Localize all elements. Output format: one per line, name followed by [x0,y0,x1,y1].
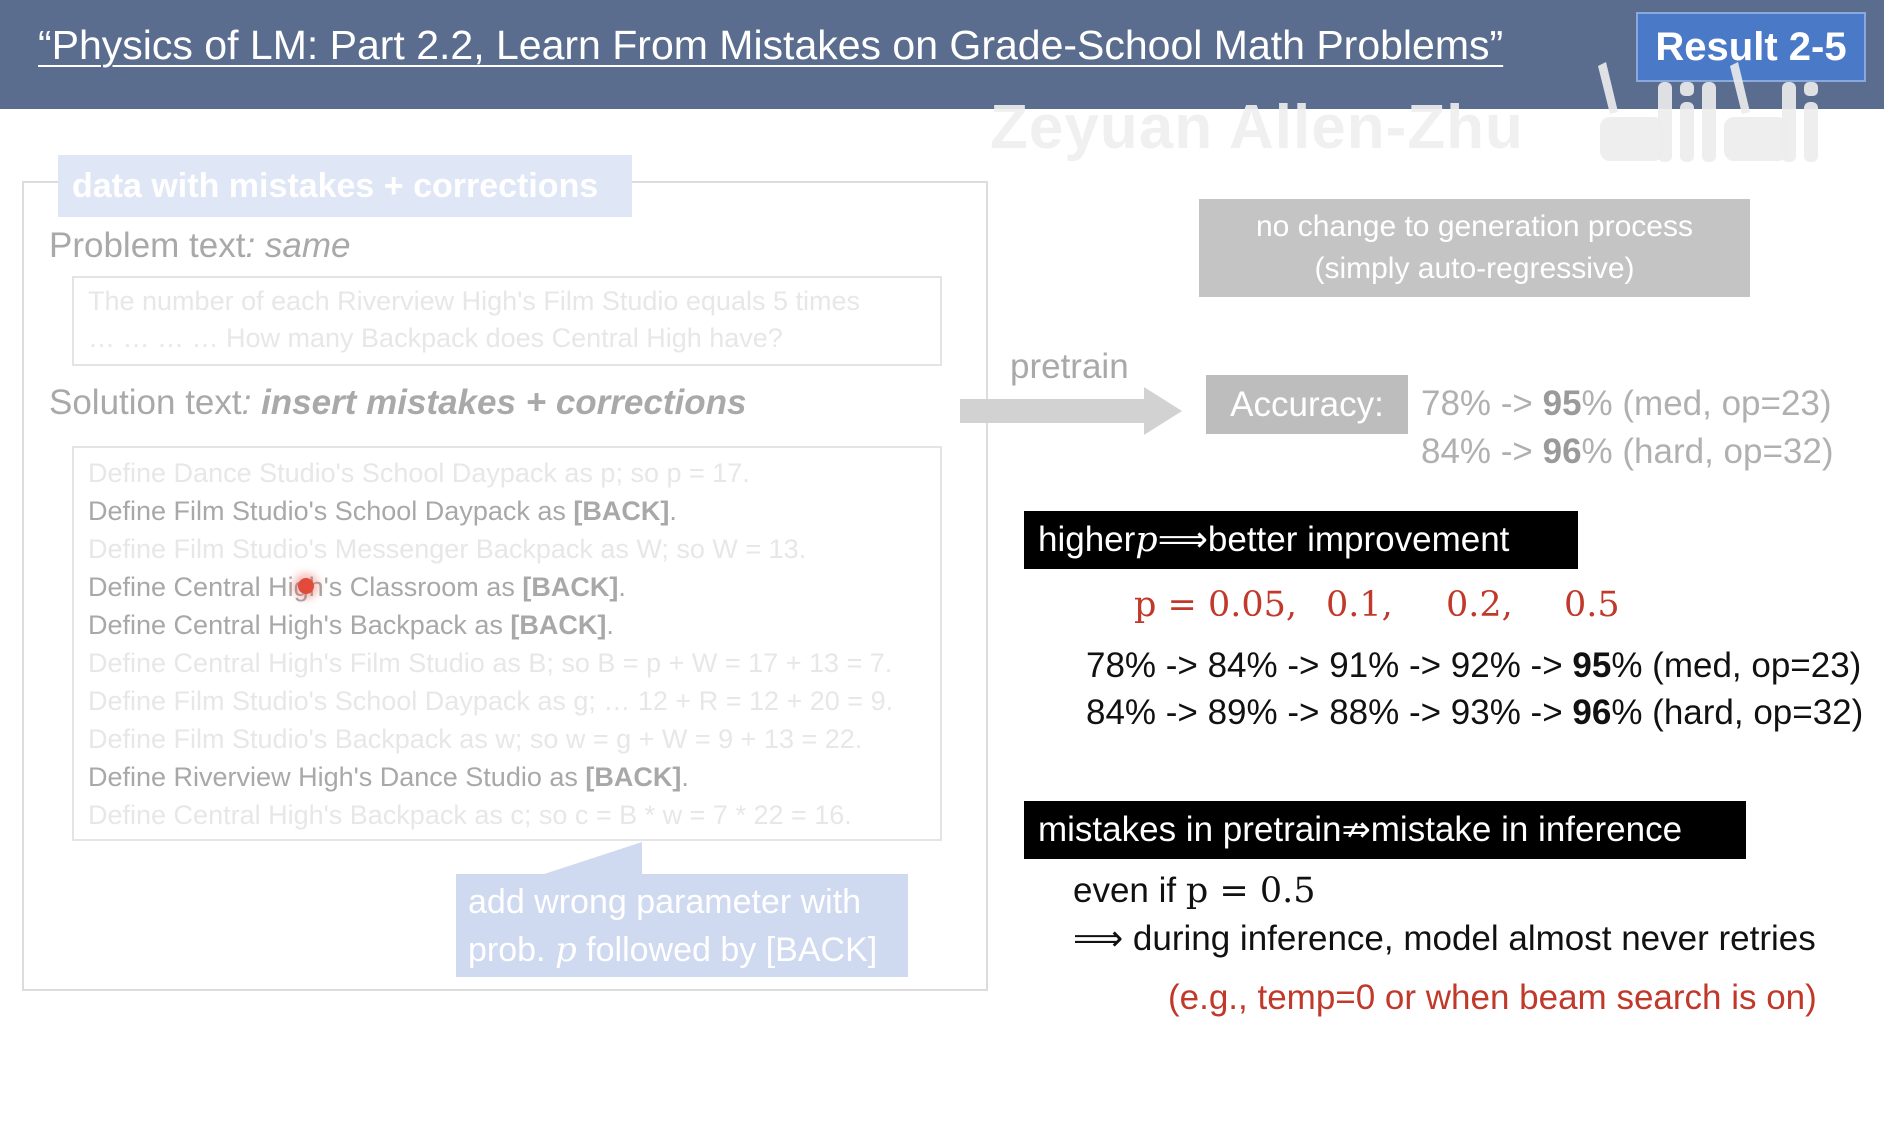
solution-text-label: Solution text: insert mistakes + correct… [49,383,746,423]
callout-line-2-pre: prob. [468,931,555,969]
p-value-2: 0.1, [1326,585,1393,625]
results-row-med: 78% -> 84% -> 91% -> 92% -> 95% (med, op… [1086,646,1861,686]
acc-hard-pre: 84% -> [1421,432,1543,471]
problem-text-box: The number of each Riverview High's Film… [72,276,942,366]
acc-hard-bold: 96 [1542,432,1582,471]
solution-line-end: . [669,496,677,526]
callout-line-2: prob. p followed by [BACK] [468,926,896,974]
no-change-line-1: no change to generation process [1256,210,1693,243]
header-bar [0,0,1884,109]
solution-line: Define Central High's Film Studio as B; … [88,648,892,679]
solution-line: Define Central High's Backpack as [BACK]… [88,610,614,641]
callout-variable: p [554,930,577,970]
head1-post: better improvement [1207,520,1510,559]
solution-label-colon: : [241,383,262,422]
solution-line: Define Riverview High's Dance Studio as … [88,762,689,793]
p-value-1: p = 0.05, [1134,585,1298,625]
solution-line-text: Define Film Studio's School Daypack as g… [88,686,894,716]
cursor-pointer-icon [298,578,314,594]
solution-line-text: Define Film Studio's Messenger Backpack … [88,534,807,564]
pretrain-label: pretrain [1010,347,1129,386]
solution-line-text: Define Central High's Backpack as c; so … [88,800,852,830]
row-med-bold: 95 [1572,646,1612,685]
acc-med-bold: 95 [1542,384,1582,423]
p-value-4: 0.5 [1564,585,1620,625]
head2-arrow: ⇏ [1341,810,1371,849]
row-hard-bold: 96 [1572,693,1612,732]
solution-line-end: . [618,572,626,602]
result-badge: Result 2-5 [1636,12,1866,82]
example-note: (e.g., temp=0 or when beam search is on) [1168,978,1817,1017]
solution-line: Define Film Studio's School Daypack as g… [88,686,893,717]
back-token: [BACK] [510,610,607,640]
back-token: [BACK] [573,496,670,526]
watermark-text: Zeyuan Allen-Zhu [990,93,1524,162]
solution-line-text: Define Riverview High's Dance Studio as [88,762,586,792]
acc-med-pre: 78% -> [1421,384,1543,423]
mistakes-heading: mistakes in pretrain ⇏ mistake in infere… [1024,801,1746,859]
callout-line-1: add wrong parameter with [468,883,862,921]
solution-line-text: Define Film Studio's School Daypack as [88,496,574,526]
head1-variable: p [1135,520,1158,560]
solution-line-text: Define Central High's Backpack as [88,610,511,640]
callout-box: add wrong parameter with prob. p followe… [456,874,908,977]
row-hard-post: % (hard, op=32) [1611,693,1864,732]
acc-hard-post: % (hard, op=32) [1581,432,1834,471]
head2-post: mistake in inference [1370,810,1683,849]
back-token: [BACK] [522,572,619,602]
bilibili-logo-icon [1598,62,1818,162]
row-hard-pre: 84% -> 89% -> 88% -> 93% -> [1086,693,1573,732]
row-med-pre: 78% -> 84% -> 91% -> 92% -> [1086,646,1573,685]
solution-line: Define Film Studio's Messenger Backpack … [88,534,806,565]
solution-text-box: Define Dance Studio's School Daypack as … [72,446,942,841]
problem-label-prefix: Problem text [49,226,246,265]
no-change-line-2: (simply auto-regressive) [1314,252,1635,285]
solution-line-end: . [606,610,614,640]
pretrain-arrow-icon [960,387,1182,435]
head2-pre: mistakes in pretrain [1038,810,1342,849]
solution-line: Define Dance Studio's School Daypack as … [88,458,750,489]
no-change-box: no change to generation process (simply … [1199,199,1750,297]
problem-label-suffix: : same [245,226,351,265]
callout-pointer [532,842,642,878]
solution-label-prefix: Solution text [49,383,242,422]
p-value-3: 0.2, [1446,585,1513,625]
solution-line-end: . [681,762,689,792]
even-if-math: p = 0.5 [1185,871,1316,911]
problem-line-2: … … … … How many Backpack does Central H… [88,323,783,353]
solution-line-text: Define Film Studio's Backpack as w; so w… [88,724,863,754]
callout-line-2-post: followed by [BACK] [576,931,878,969]
acc-med-post: % (med, op=23) [1581,384,1832,423]
during-inference-line: ⟹ during inference, model almost never r… [1073,919,1816,958]
even-if-line: even if p = 0.5 [1073,871,1316,911]
panel-tag: data with mistakes + corrections [58,155,632,217]
solution-line: Define Film Studio's Backpack as w; so w… [88,724,862,755]
solution-line: Define Film Studio's School Daypack as [… [88,496,677,527]
higher-p-heading: higher p ⟹ better improvement [1024,511,1578,569]
solution-line: Define Central High's Backpack as c; so … [88,800,852,831]
accuracy-label: Accuracy: [1206,375,1408,434]
solution-line-text: Define Dance Studio's School Daypack as … [88,458,750,488]
problem-line-1: The number of each Riverview High's Film… [88,286,860,316]
back-token: [BACK] [585,762,682,792]
solution-line-text: Define Central High's Film Studio as B; … [88,648,893,678]
solution-label-emphasis: insert mistakes + corrections [261,383,747,422]
even-if-pre: even if [1073,871,1186,910]
results-row-hard: 84% -> 89% -> 88% -> 93% -> 96% (hard, o… [1086,693,1863,733]
slide-title: “Physics of LM: Part 2.2, Learn From Mis… [38,22,1504,68]
head1-arrow: ⟹ [1157,520,1208,559]
solution-line: Define Central High's Classroom as [BACK… [88,572,626,603]
head1-pre: higher [1038,520,1136,559]
problem-text-label: Problem text: same [49,226,351,266]
accuracy-line-med: 78% -> 95% (med, op=23) [1421,384,1832,424]
row-med-post: % (med, op=23) [1611,646,1862,685]
accuracy-line-hard: 84% -> 96% (hard, op=32) [1421,432,1834,472]
